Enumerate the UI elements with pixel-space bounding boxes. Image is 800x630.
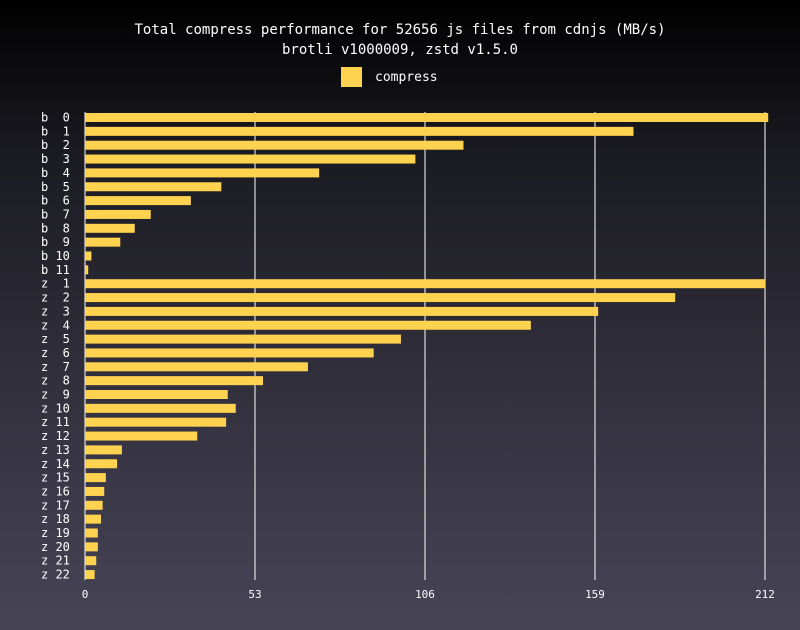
legend-swatch <box>341 67 362 87</box>
legend-label: compress <box>375 69 438 85</box>
category-label: z 17 <box>41 498 70 512</box>
bar <box>85 556 97 566</box>
category-label: z 3 <box>41 304 70 318</box>
bar <box>85 168 320 178</box>
bar <box>85 403 236 413</box>
category-label: b 9 <box>41 235 70 249</box>
bar <box>85 320 531 330</box>
bar <box>85 528 98 538</box>
bar <box>85 126 634 136</box>
category-label: z 6 <box>41 346 70 360</box>
category-label: b 1 <box>41 124 70 138</box>
bar <box>85 306 599 316</box>
bar <box>85 431 198 441</box>
bar <box>85 209 151 219</box>
bar <box>85 445 122 455</box>
bar <box>85 237 121 247</box>
category-label: b 7 <box>41 207 70 221</box>
category-label: z 7 <box>41 360 70 374</box>
bar <box>85 486 105 496</box>
bar <box>85 293 676 303</box>
category-label: b 2 <box>41 138 70 152</box>
category-label: z 12 <box>41 429 70 443</box>
chart-subtitle: brotli v1000009, zstd v1.5.0 <box>281 42 518 58</box>
chart-title: Total compress performance for 52656 js … <box>134 22 666 38</box>
bar <box>85 279 765 289</box>
category-label: b 4 <box>41 166 70 180</box>
bar <box>85 473 106 483</box>
category-label: z 2 <box>41 291 70 305</box>
chart-title-block: Total compress performance for 52656 js … <box>0 20 800 60</box>
category-label: z 11 <box>41 415 70 429</box>
x-tick-label: 53 <box>248 588 261 601</box>
bar <box>85 113 769 122</box>
category-label: z 9 <box>41 388 70 402</box>
bar <box>85 265 89 275</box>
category-label: b 6 <box>41 194 70 208</box>
bar <box>85 514 102 524</box>
category-label: z 1 <box>41 277 70 291</box>
bar <box>85 251 92 261</box>
bar <box>85 376 264 386</box>
bar <box>85 362 308 372</box>
category-label: z 10 <box>41 401 70 415</box>
x-tick-label: 159 <box>585 588 605 601</box>
bar <box>85 223 135 233</box>
bar <box>85 542 98 552</box>
bar <box>85 500 103 510</box>
bar <box>85 140 464 150</box>
bar <box>85 196 191 206</box>
category-label: b 3 <box>41 152 70 166</box>
bar <box>85 154 416 164</box>
bar <box>85 182 222 192</box>
x-tick-label: 0 <box>82 588 89 601</box>
category-label: z 13 <box>41 443 70 457</box>
category-label: z 5 <box>41 332 70 346</box>
category-label: b 8 <box>41 221 70 235</box>
category-label: z 16 <box>41 484 70 498</box>
x-tick-label: 106 <box>415 588 435 601</box>
category-label: z 18 <box>41 512 70 526</box>
legend: compress <box>341 66 438 88</box>
category-label: b 5 <box>41 180 70 194</box>
category-label: z 14 <box>41 457 70 471</box>
category-label: z 8 <box>41 374 70 388</box>
category-label: b 10 <box>41 249 70 263</box>
bar <box>85 417 227 427</box>
x-tick-label: 212 <box>755 588 775 601</box>
category-label: b 0 <box>41 111 70 125</box>
category-label: z 21 <box>41 554 70 568</box>
category-label: b 11 <box>41 263 70 277</box>
bar <box>85 390 228 399</box>
category-label: z 22 <box>41 568 70 582</box>
bar <box>85 334 401 344</box>
category-label: z 4 <box>41 318 70 332</box>
category-label: z 15 <box>41 471 70 485</box>
category-label: z 19 <box>41 526 70 540</box>
category-label: z 20 <box>41 540 70 554</box>
bar <box>85 459 118 469</box>
bar <box>85 570 95 580</box>
bar <box>85 348 374 358</box>
